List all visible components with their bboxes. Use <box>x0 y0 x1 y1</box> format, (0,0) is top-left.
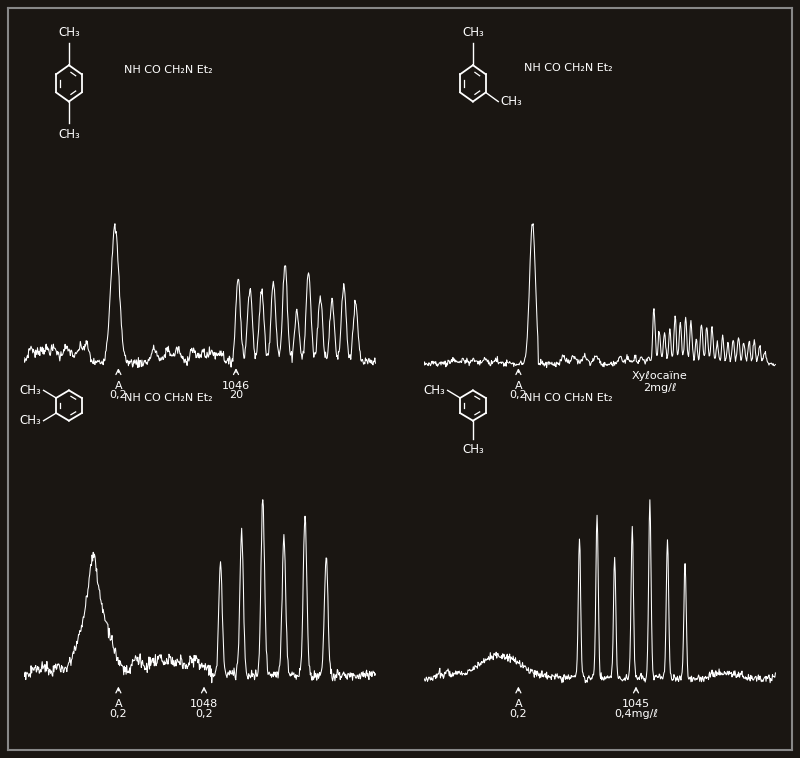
Text: CH₃: CH₃ <box>462 26 484 39</box>
Text: CH₃: CH₃ <box>58 128 80 141</box>
Text: 20: 20 <box>229 390 243 400</box>
Text: A: A <box>514 699 522 709</box>
Text: CH₃: CH₃ <box>501 95 522 108</box>
Text: 0,4mg/ℓ: 0,4mg/ℓ <box>614 709 658 719</box>
Text: CH₃: CH₃ <box>58 26 80 39</box>
Text: NH CO CH₂N Et₂: NH CO CH₂N Et₂ <box>124 64 213 75</box>
Text: 0,2: 0,2 <box>110 709 127 719</box>
Text: 0,2: 0,2 <box>195 709 213 719</box>
Text: CH₃: CH₃ <box>462 443 484 456</box>
Text: NH CO CH₂N Et₂: NH CO CH₂N Et₂ <box>524 393 613 403</box>
Text: CH₃: CH₃ <box>20 384 42 397</box>
Text: CH₃: CH₃ <box>424 384 446 397</box>
Text: 1048: 1048 <box>190 699 218 709</box>
Text: 0,2: 0,2 <box>510 390 527 400</box>
Text: NH CO CH₂N Et₂: NH CO CH₂N Et₂ <box>524 63 613 74</box>
Text: CH₃: CH₃ <box>20 414 42 428</box>
Text: 0,2: 0,2 <box>510 709 527 719</box>
Text: 1046: 1046 <box>222 381 250 390</box>
Text: 2mg/ℓ: 2mg/ℓ <box>643 383 677 393</box>
Text: 1045: 1045 <box>622 699 650 709</box>
Text: A: A <box>114 699 122 709</box>
Text: Xyℓocaïne: Xyℓocaïne <box>632 371 688 381</box>
Text: A: A <box>514 381 522 390</box>
Text: NH CO CH₂N Et₂: NH CO CH₂N Et₂ <box>124 393 213 403</box>
Text: A: A <box>114 381 122 390</box>
Text: 0,2: 0,2 <box>110 390 127 400</box>
